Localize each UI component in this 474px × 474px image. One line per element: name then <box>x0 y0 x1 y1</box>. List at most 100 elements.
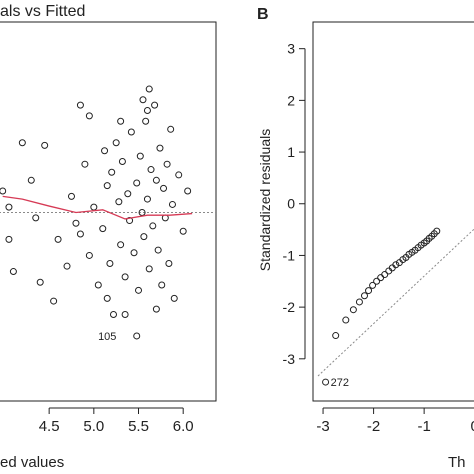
panel-b-y-label: Standardized residuals <box>257 129 273 271</box>
point-annotation: 272 <box>331 377 349 389</box>
data-point <box>163 160 171 168</box>
data-point <box>103 294 111 302</box>
panel-a-title: als vs Fitted <box>0 3 85 20</box>
data-point <box>140 233 148 241</box>
data-point <box>154 246 162 254</box>
data-point <box>135 286 143 294</box>
data-point <box>108 168 116 176</box>
data-point <box>76 101 84 109</box>
panel-b-label: B <box>257 6 269 23</box>
data-point <box>76 230 84 238</box>
data-point <box>109 310 117 318</box>
x-tick-label: -1 <box>417 418 430 435</box>
data-point <box>127 128 135 136</box>
panel-b-x-label: Th <box>448 454 466 471</box>
data-point <box>142 117 150 125</box>
data-point <box>184 187 192 195</box>
data-point <box>106 259 114 267</box>
data-point <box>99 225 107 233</box>
data-point <box>322 378 330 386</box>
panel-b-reference-line <box>317 228 474 377</box>
data-point <box>143 195 151 203</box>
data-point <box>151 101 159 109</box>
y-tick-label: 3 <box>287 41 295 57</box>
data-point <box>124 190 132 198</box>
x-tick-label: -2 <box>367 418 380 435</box>
data-point <box>373 277 381 285</box>
x-tick-label: 4.5 <box>39 418 60 435</box>
data-point <box>147 166 155 174</box>
data-point <box>121 273 129 281</box>
data-point <box>170 294 178 302</box>
data-point <box>101 147 109 155</box>
data-point <box>36 278 44 286</box>
data-point <box>355 298 363 306</box>
point-annotation: 105 <box>98 331 116 343</box>
qq-reference-line <box>317 228 474 377</box>
x-tick-label: 5.0 <box>83 418 104 435</box>
y-tick-label: -1 <box>283 247 296 263</box>
data-point <box>377 274 385 282</box>
panel-b-plot-frame <box>312 21 474 402</box>
panel-b-annotations: 272 <box>331 377 349 389</box>
data-point <box>332 332 340 340</box>
x-tick-label: 6.0 <box>173 418 194 435</box>
data-point <box>433 227 441 235</box>
data-point <box>117 117 125 125</box>
data-point <box>94 281 102 289</box>
panel-a-plot-frame <box>0 21 217 402</box>
data-point <box>133 179 141 187</box>
data-point <box>103 182 111 190</box>
data-point <box>50 297 58 305</box>
data-point <box>5 235 13 243</box>
data-point <box>130 249 138 257</box>
data-point <box>392 261 400 269</box>
panel-a-x-axis: 4.5 5.0 5.5 6.0 <box>39 407 194 435</box>
panel-b-y-axis: -3 -2 -1 0 1 2 3 <box>283 41 306 367</box>
lowess-smooth-line <box>2 195 193 220</box>
data-point <box>54 235 62 243</box>
data-point <box>118 158 126 166</box>
data-point <box>0 187 7 195</box>
data-point <box>32 214 40 222</box>
data-point <box>121 310 129 318</box>
data-point <box>369 281 377 289</box>
panel-a-annotations: 105 <box>98 331 116 343</box>
data-point <box>9 268 17 276</box>
panel-b-points <box>322 227 441 386</box>
data-point <box>115 198 123 206</box>
data-point <box>143 107 151 115</box>
data-point <box>160 184 168 192</box>
data-point <box>179 227 187 235</box>
y-tick-label: -2 <box>283 299 296 315</box>
data-point <box>381 271 389 279</box>
y-tick-label: 2 <box>287 92 295 108</box>
data-point <box>90 203 98 211</box>
data-point <box>5 203 13 211</box>
data-point <box>27 176 35 184</box>
data-point <box>145 265 153 273</box>
data-point <box>152 305 160 313</box>
data-point <box>85 112 93 120</box>
data-point <box>133 332 141 340</box>
data-point <box>156 144 164 152</box>
panel-residuals-vs-fitted: als vs Fitted 4.5 5.0 5.5 6.0 ed values 105 <box>0 3 217 471</box>
data-point <box>117 241 125 249</box>
data-point <box>149 222 157 230</box>
panel-a-points <box>0 85 192 340</box>
data-point <box>18 139 26 147</box>
data-point <box>81 160 89 168</box>
data-point <box>167 125 175 133</box>
data-point <box>145 85 153 93</box>
x-tick-label: 5.5 <box>128 418 149 435</box>
panel-normal-qq: B Standardized residuals -3 -2 -1 0 -3 -2 -1 0… <box>257 6 474 471</box>
data-point <box>365 287 373 295</box>
data-point <box>63 262 71 270</box>
data-point <box>168 200 176 208</box>
data-point <box>349 306 357 314</box>
data-point <box>85 251 93 259</box>
panel-a-smooth-line <box>2 195 193 220</box>
y-tick-label: 1 <box>287 144 295 160</box>
data-point <box>136 152 144 160</box>
